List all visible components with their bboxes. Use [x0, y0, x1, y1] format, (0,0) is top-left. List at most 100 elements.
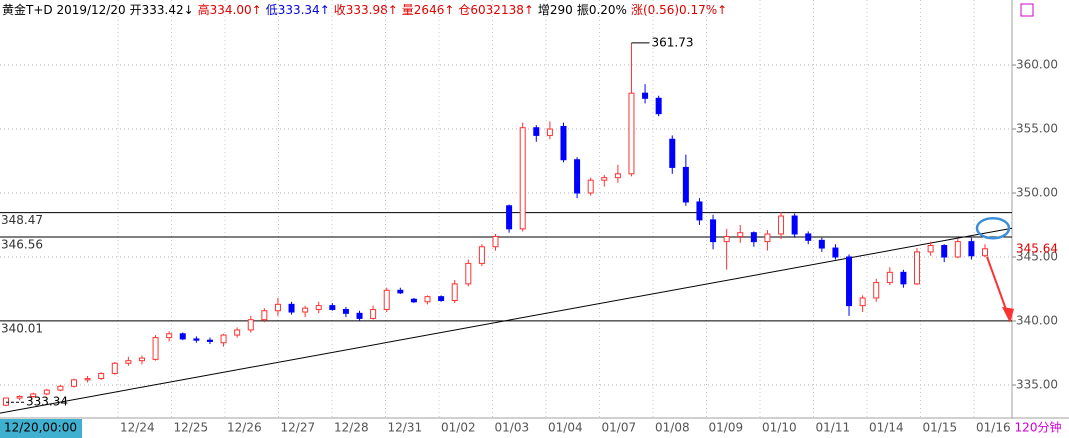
header-segment: 振0.20% — [577, 3, 627, 17]
x-tick-label: 01/08 — [655, 421, 690, 435]
candle-body — [778, 215, 785, 235]
candle-body — [750, 232, 757, 243]
candle-body — [519, 127, 526, 230]
candle-body — [152, 337, 159, 360]
candle-body — [125, 360, 132, 364]
candle-body — [234, 329, 241, 336]
arrow-head — [1002, 306, 1014, 323]
candle-body — [220, 334, 227, 344]
candle-body — [138, 357, 145, 362]
candle-body — [723, 236, 730, 243]
x-tick-label: 01/04 — [548, 421, 583, 435]
level-label: 348.47 — [1, 213, 43, 227]
candle-body — [370, 308, 377, 319]
high-label: 361.73 — [651, 35, 693, 49]
candle-body — [492, 236, 499, 248]
candle-body — [261, 310, 268, 321]
candle-body — [247, 319, 254, 331]
candle-body — [642, 92, 649, 99]
y-tick-label: 360.00 — [1016, 58, 1058, 72]
candle-body — [302, 307, 309, 313]
candle-body — [506, 205, 513, 230]
candle-body — [43, 389, 50, 395]
x-tick-label: 12/25 — [174, 421, 209, 435]
candle-body — [710, 219, 717, 243]
header-segment: 量2646↑ — [402, 3, 455, 17]
header-segment: 黄金T+D 2019/12/20 — [2, 2, 126, 17]
x-tick-label: 01/02 — [441, 421, 476, 435]
x-tick-label: 12/28 — [334, 421, 369, 435]
last-price-label: 345.64 — [1016, 241, 1058, 255]
candle-body — [57, 385, 64, 391]
candle-body — [329, 305, 336, 310]
candle-body — [791, 215, 798, 235]
candle-body — [478, 246, 485, 264]
x-tick-label: 01/03 — [495, 421, 530, 435]
x-tick-label: 12/27 — [281, 421, 316, 435]
y-tick-label: 340.00 — [1016, 313, 1058, 327]
y-tick-label: 345.00 — [1016, 249, 1058, 263]
header: 黄金T+D 2019/12/20 开333.42↓ 高334.00↑ 低333.34↑… — [2, 2, 727, 17]
candle-body — [927, 244, 934, 253]
candle-body — [601, 177, 608, 181]
candle-body — [410, 298, 417, 303]
candle-body — [84, 378, 91, 381]
x-tick-label: 01/09 — [709, 421, 744, 435]
y-tick-label: 355.00 — [1016, 122, 1058, 136]
candle-body — [614, 173, 621, 179]
x-tick-label: 12/24 — [120, 421, 155, 435]
corner-icon[interactable] — [1020, 3, 1034, 17]
x-tick-label: 12/31 — [388, 421, 423, 435]
y-tick-label: 350.00 — [1016, 186, 1058, 200]
low-label: 333.34 — [26, 395, 68, 409]
candle-body — [628, 92, 635, 175]
header-segment: 低333.34↑ — [266, 3, 330, 17]
candle-body — [886, 271, 893, 284]
candle-body — [587, 179, 594, 194]
candle-body — [193, 338, 200, 341]
candle-body — [574, 159, 581, 194]
candle-body — [438, 296, 445, 302]
candle-body — [914, 251, 921, 285]
candle-body — [832, 247, 839, 258]
candle-body — [465, 262, 472, 285]
x-tick-label: 12/20,00:00 — [4, 421, 77, 435]
candle-body — [30, 393, 37, 397]
candle-body — [98, 372, 105, 380]
candle-body — [846, 256, 853, 307]
candle-body — [206, 339, 213, 342]
candle-body — [954, 241, 961, 258]
x-tick-label: 01/14 — [869, 421, 904, 435]
x-tick-label: 01/16 — [976, 421, 1011, 435]
candle-body — [342, 308, 349, 314]
candle-body — [900, 271, 907, 285]
y-tick-label: 335.00 — [1016, 377, 1058, 391]
x-label-highlight — [0, 419, 82, 438]
candle-body — [696, 201, 703, 221]
level-label: 340.01 — [1, 321, 43, 335]
trend-line — [0, 227, 1013, 414]
highlight-ellipse — [975, 216, 1011, 240]
candle-body — [424, 296, 431, 303]
candle-body — [655, 97, 662, 115]
x-tick-label: 01/07 — [602, 421, 637, 435]
candle-body — [764, 233, 771, 243]
candle-body — [737, 232, 744, 238]
candle-body — [288, 303, 295, 313]
candle-body — [16, 395, 23, 399]
candle-body — [982, 248, 988, 257]
header-segment: 增290 — [538, 3, 573, 17]
x-tick-label: 01/11 — [816, 421, 851, 435]
header-segment: 开333.42↓ — [130, 3, 194, 17]
candle-body — [805, 233, 812, 241]
x-tick-label: 01/10 — [762, 421, 797, 435]
header-segment: 收333.98↑ — [334, 3, 398, 17]
arrow-shaft — [986, 256, 1009, 316]
candle-body — [682, 166, 689, 203]
candle-body — [859, 297, 866, 307]
header-segment: 仓6032138↑ — [458, 3, 534, 17]
candle-body — [968, 241, 975, 257]
candle-body — [451, 283, 458, 302]
